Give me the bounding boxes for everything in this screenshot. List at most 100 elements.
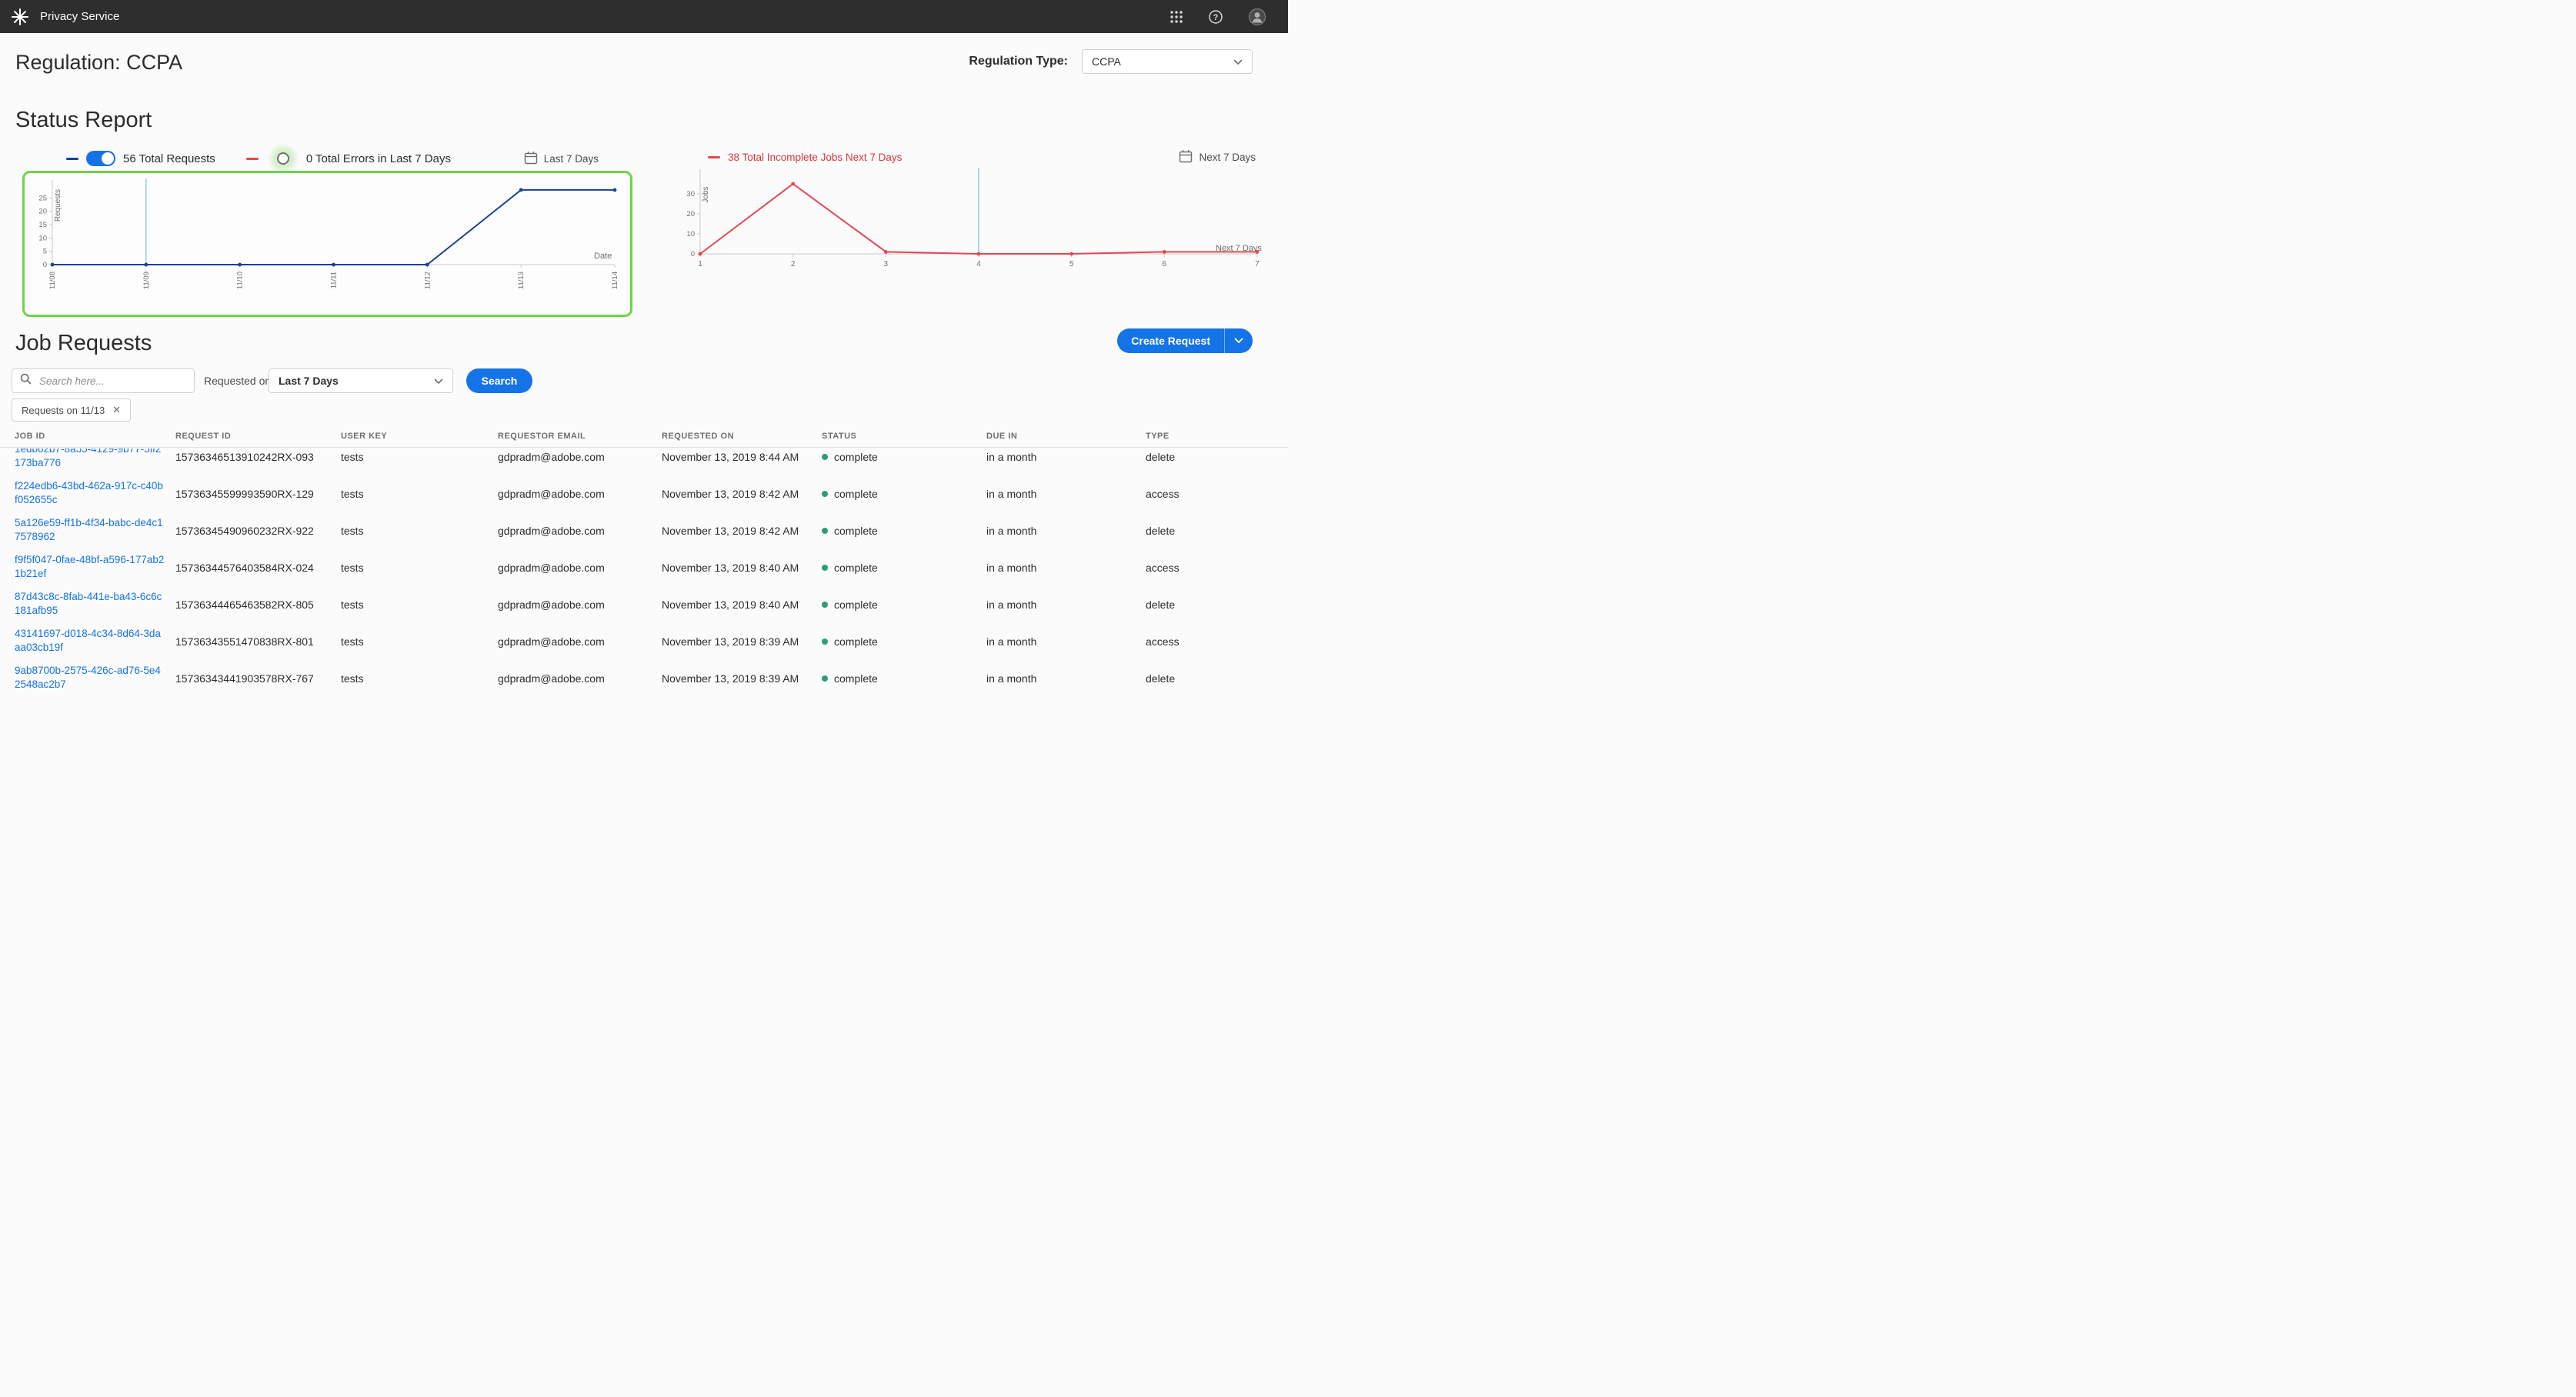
svg-text:11/08: 11/08 [48, 272, 57, 289]
requested-on-label: Requested on [204, 375, 272, 387]
create-request-button[interactable]: Create Request [1131, 335, 1210, 347]
incomplete-jobs-chart: 0 10 20 30 1 2 3 4 5 6 7 Jobs [686, 168, 1260, 268]
job-id-cell: 9ab8700b-2575-426c-ad76-5e42548ac2b7 [15, 656, 175, 693]
app-title: Privacy Service [40, 10, 120, 23]
requests-chart-legend: 56 Total Requests 0 Total Errors in Last… [66, 143, 599, 174]
status-label: complete [834, 672, 878, 685]
request-id-cell: 15736345490960232RX-922 [175, 525, 314, 537]
type-cell: access [1146, 488, 1180, 500]
top-app-bar: Privacy Service ? [0, 0, 1288, 33]
due-in-cell: in a month [986, 488, 1037, 500]
search-button[interactable]: Search [466, 368, 532, 393]
errors-legend-label: 0 Total Errors in Last 7 Days [305, 152, 451, 165]
date-filter-select[interactable]: Last 7 Days [269, 368, 453, 393]
regulation-type-value: CCPA [1092, 55, 1121, 68]
svg-text:6: 6 [1163, 260, 1167, 268]
due-in-cell: in a month [986, 451, 1037, 463]
job-id-cell: f224edb6-43bd-462a-917c-c40bf052655c [15, 472, 175, 508]
svg-text:1: 1 [698, 260, 702, 268]
left-date-range-label: Last 7 Days [543, 152, 599, 165]
table-row: 1edb62b7-8a55-4129-9b77-5ff2173ba776 157… [15, 448, 1288, 472]
requests-chart-x-axis-label: Date [594, 252, 612, 261]
right-date-range-label: Next 7 Days [1199, 151, 1256, 163]
request-id-cell: 15736345599993590RX-129 [175, 488, 314, 500]
due-in-cell: in a month [986, 562, 1037, 574]
col-user-key: USER KEY [341, 431, 388, 441]
status-dot-icon [822, 602, 828, 608]
status-dot-icon [822, 528, 828, 534]
errors-legend-line-icon [245, 157, 259, 160]
date-filter-value: Last 7 Days [279, 375, 339, 387]
col-status: STATUS [822, 431, 857, 441]
status-dot-icon [822, 675, 828, 682]
job-id-link[interactable]: 9ab8700b-2575-426c-ad76-5e42548ac2b7 [15, 665, 161, 690]
status-dot-icon [822, 565, 828, 571]
job-id-cell: 5a126e59-ff1b-4f34-babc-de4c17578962 [15, 508, 175, 545]
search-icon [20, 373, 32, 388]
requests-toggle[interactable] [86, 151, 115, 166]
job-id-link[interactable]: f224edb6-43bd-462a-917c-c40bf052655c [15, 480, 163, 505]
experience-platform-logo-icon [11, 8, 29, 26]
due-in-cell: in a month [986, 635, 1037, 648]
errors-toggle[interactable] [276, 152, 289, 165]
svg-text:20: 20 [686, 210, 695, 218]
job-id-link[interactable]: f9f5f047-0fae-48bf-a596-177ab21b21ef [15, 554, 165, 579]
user-avatar[interactable] [1248, 8, 1266, 26]
user-key-cell: tests [341, 488, 364, 500]
job-id-link[interactable]: 5a126e59-ff1b-4f34-babc-de4c17578962 [15, 517, 163, 542]
status-report-title: Status Report [15, 108, 152, 132]
request-id-cell: 15736344576403584RX-024 [175, 562, 314, 574]
table-row: 5a126e59-ff1b-4f34-babc-de4c17578962 157… [15, 508, 1288, 545]
request-id-cell: 15736344465463582RX-805 [175, 598, 314, 611]
calendar-icon [524, 151, 538, 167]
due-in-cell: in a month [986, 672, 1037, 685]
page-title: Regulation: CCPA [15, 51, 183, 74]
col-type: TYPE [1146, 431, 1170, 441]
regulation-type-select[interactable]: CCPA [1082, 49, 1253, 74]
svg-text:10: 10 [686, 230, 695, 238]
svg-text:4: 4 [976, 260, 981, 268]
job-id-link[interactable]: 1edb62b7-8a55-4129-9b77-5ff2173ba776 [15, 448, 162, 468]
chevron-down-icon [1233, 55, 1243, 68]
remove-filter-icon[interactable]: ✕ [112, 404, 122, 415]
table-row: 9ab8700b-2575-426c-ad76-5e42548ac2b7 157… [15, 656, 1288, 693]
incomplete-legend-label: 38 Total Incomplete Jobs Next 7 Days [728, 151, 903, 163]
col-job-id: JOB ID [15, 431, 45, 441]
svg-text:25: 25 [38, 194, 47, 202]
status-cell: complete [822, 582, 986, 619]
requestor-email-cell: gdpradm@adobe.com [498, 562, 605, 574]
requested-on-cell: November 13, 2019 8:39 AM [662, 672, 799, 685]
type-cell: access [1146, 562, 1180, 574]
svg-text:0: 0 [43, 261, 47, 269]
requests-chart-panel: 0 5 10 15 20 25 11/08 11/09 11/10 11/11 11/12 11/13… [22, 171, 632, 317]
status-label: complete [834, 635, 878, 648]
job-id-link[interactable]: 87d43c8c-8fab-441e-ba43-6c6c181afb95 [15, 591, 162, 616]
search-field[interactable] [12, 368, 195, 393]
user-key-cell: tests [341, 562, 364, 574]
svg-text:5: 5 [43, 248, 47, 256]
request-id-cell: 15736346513910242RX-093 [175, 451, 314, 463]
app-switcher-grid-icon[interactable] [1170, 10, 1183, 24]
svg-text:11/12: 11/12 [423, 272, 432, 289]
create-request-split-button[interactable]: Create Request [1117, 328, 1253, 353]
errors-toggle-highlight[interactable] [267, 143, 299, 174]
active-filter-tag[interactable]: Requests on 11/13 ✕ [12, 398, 132, 422]
type-cell: access [1146, 635, 1180, 648]
request-id-cell: 15736343551470838RX-801 [175, 635, 314, 648]
help-icon[interactable]: ? [1208, 9, 1223, 25]
type-cell: delete [1146, 525, 1176, 537]
user-key-cell: tests [341, 451, 364, 463]
filter-tag-label: Requests on 11/13 [22, 404, 105, 416]
incomplete-chart-annotation: Next 7 Days [1216, 244, 1262, 253]
svg-text:30: 30 [686, 190, 695, 198]
status-label: complete [834, 488, 878, 500]
search-input[interactable] [38, 374, 186, 388]
job-id-link[interactable]: 43141697-d018-4c34-8d64-3daaa03cb19f [15, 628, 161, 653]
col-requested-on: REQUESTED ON [662, 431, 735, 441]
svg-text:11/11: 11/11 [330, 272, 339, 288]
create-request-dropdown-button[interactable] [1224, 328, 1253, 353]
table-row: 87d43c8c-8fab-441e-ba43-6c6c181afb95 157… [15, 582, 1288, 619]
requestor-email-cell: gdpradm@adobe.com [498, 635, 605, 648]
svg-text:2: 2 [791, 260, 796, 268]
status-dot-icon [822, 491, 828, 497]
